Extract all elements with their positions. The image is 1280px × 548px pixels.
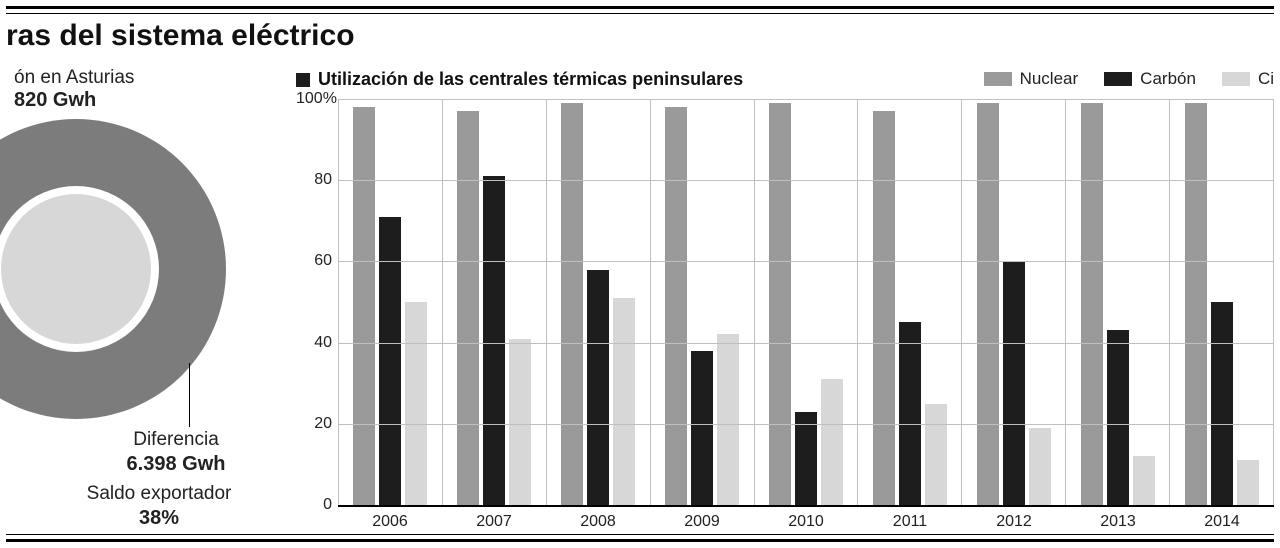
bar-carbon: [1003, 261, 1025, 505]
bar-nuclear: [769, 103, 791, 505]
square-bullet-icon: [296, 73, 310, 87]
x-tick-label: 2011: [858, 507, 962, 535]
bars: [339, 99, 442, 505]
bars: [1066, 99, 1169, 505]
x-tick-label: 2012: [962, 507, 1066, 535]
bar-ciclo: [1029, 428, 1051, 505]
x-tick-label: 2014: [1170, 507, 1274, 535]
bars: [962, 99, 1065, 505]
bar-ciclo: [509, 339, 531, 505]
bar-carbon: [691, 351, 713, 505]
y-tick-label: 40: [296, 334, 332, 352]
bars: [443, 99, 546, 505]
bar-nuclear: [665, 107, 687, 505]
bars: [651, 99, 754, 505]
gridline: [338, 99, 1274, 100]
bar-nuclear: [561, 103, 583, 505]
bar-groups: [338, 99, 1274, 505]
bar-nuclear: [1185, 103, 1207, 505]
x-tick-label: 2013: [1066, 507, 1170, 535]
bar-ciclo: [613, 298, 635, 505]
bars: [755, 99, 858, 505]
gridline: [338, 424, 1274, 425]
legend: Nuclear Carbón Ci: [984, 69, 1274, 89]
bar-carbon: [587, 270, 609, 505]
bar-carbon: [795, 412, 817, 505]
figure-frame: ras del sistema eléctrico ón en Asturias…: [6, 6, 1274, 542]
bar-carbon: [899, 322, 921, 505]
gridline: [338, 343, 1274, 344]
gridline: [338, 261, 1274, 262]
headline: ras del sistema eléctrico: [6, 19, 355, 53]
legend-label-carbon: Carbón: [1140, 69, 1196, 89]
bar-chart-title-text: Utilización de las centrales térmicas pe…: [318, 69, 743, 90]
bar-ciclo: [717, 334, 739, 505]
y-tick-label: 80: [296, 171, 332, 189]
bar-group: [338, 99, 442, 505]
legend-item-carbon: Carbón: [1104, 69, 1196, 89]
x-tick-label: 2006: [338, 507, 442, 535]
saldo-label: Saldo exportador: [54, 483, 264, 505]
bar-ciclo: [1237, 460, 1259, 505]
legend-item-nuclear: Nuclear: [984, 69, 1079, 89]
y-tick-label: 20: [296, 415, 332, 433]
x-tick-label: 2010: [754, 507, 858, 535]
bars: [547, 99, 650, 505]
bar-nuclear: [1081, 103, 1103, 505]
leader-line: [189, 363, 190, 427]
saldo-value: 38%: [54, 507, 264, 530]
bar-chart: Utilización de las centrales térmicas pe…: [296, 69, 1274, 535]
legend-item-ciclo: Ci: [1222, 69, 1274, 89]
bar-ciclo: [405, 302, 427, 505]
y-tick-label: 100%: [296, 90, 332, 108]
bar-group: [650, 99, 754, 505]
prod-label: ón en Asturias: [14, 67, 134, 89]
bar-carbon: [379, 217, 401, 505]
bar-group: [442, 99, 546, 505]
rule-top: [6, 13, 1274, 14]
bar-group: [754, 99, 858, 505]
bar-nuclear: [977, 103, 999, 505]
legend-label-nuclear: Nuclear: [1020, 69, 1079, 89]
gridline: [338, 180, 1274, 181]
legend-swatch-ciclo: [1222, 72, 1250, 86]
bar-carbon: [483, 176, 505, 505]
x-tick-label: 2008: [546, 507, 650, 535]
bar-group: [1169, 99, 1274, 505]
x-tick-label: 2009: [650, 507, 754, 535]
bar-group: [857, 99, 961, 505]
saldo-group: Saldo exportador 38%: [54, 483, 264, 530]
bar-ciclo: [821, 379, 843, 505]
bar-group: [546, 99, 650, 505]
bar-nuclear: [353, 107, 375, 505]
content: ras del sistema eléctrico ón en Asturias…: [6, 19, 1274, 529]
bar-chart-title: Utilización de las centrales térmicas pe…: [296, 69, 743, 90]
plot-area: 020406080100%: [338, 99, 1274, 505]
x-tick-label: 2007: [442, 507, 546, 535]
bar-carbon: [1107, 330, 1129, 505]
x-axis-labels: 200620072008200920102011201220132014: [338, 507, 1274, 535]
bar-nuclear: [457, 111, 479, 505]
diff-group: Diferencia 6.398 Gwh: [96, 429, 256, 476]
bar-group: [961, 99, 1065, 505]
bars: [858, 99, 961, 505]
y-tick-label: 0: [296, 496, 332, 514]
donut-panel: ón en Asturias 820 Gwh Diferencia 6.398 …: [0, 67, 286, 537]
legend-swatch-nuclear: [984, 72, 1012, 86]
donut: [0, 119, 226, 419]
bar-carbon: [1211, 302, 1233, 505]
diff-value: 6.398 Gwh: [96, 453, 256, 476]
bar-group: [1065, 99, 1169, 505]
bar-nuclear: [873, 111, 895, 505]
prod-value: 820 Gwh: [14, 89, 96, 112]
bar-ciclo: [925, 404, 947, 506]
y-tick-label: 60: [296, 252, 332, 270]
legend-label-ciclo: Ci: [1258, 69, 1274, 89]
legend-swatch-carbon: [1104, 72, 1132, 86]
diff-label: Diferencia: [96, 429, 256, 451]
bar-ciclo: [1133, 456, 1155, 505]
bars: [1170, 99, 1273, 505]
donut-inner-disc: [1, 194, 151, 344]
